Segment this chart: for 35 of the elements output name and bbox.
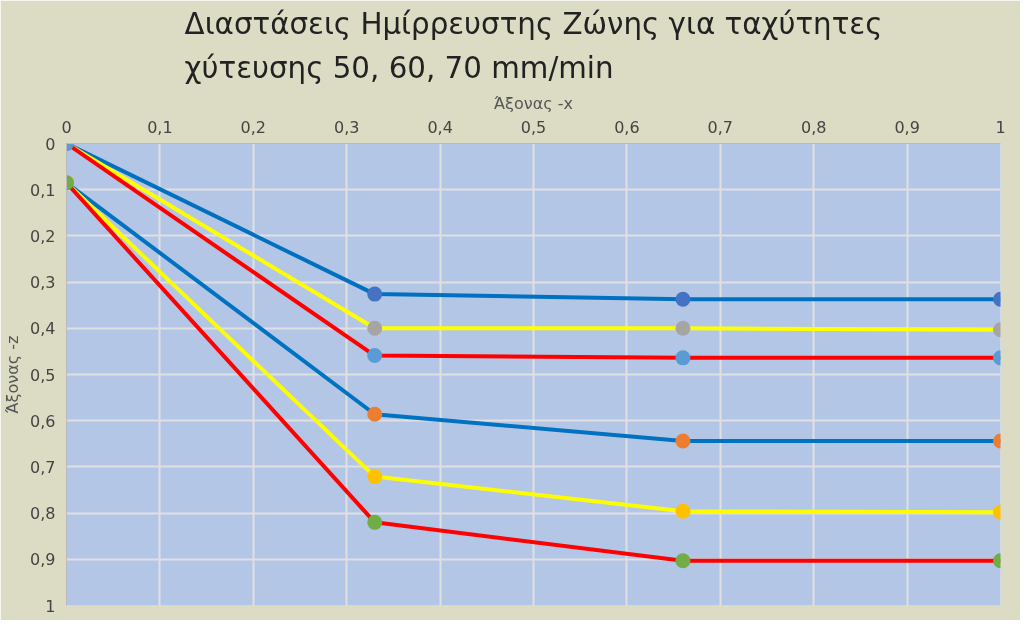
- x-tick-label: 0,5: [520, 117, 547, 137]
- point: [675, 503, 691, 519]
- point: [367, 348, 383, 364]
- y-tick-label: 0,3: [30, 273, 56, 293]
- x-tick-label: 0,8: [800, 117, 827, 137]
- y-tick-label: 0,5: [30, 365, 56, 385]
- point: [675, 553, 691, 569]
- point: [675, 320, 691, 336]
- point: [367, 514, 383, 530]
- point: [675, 350, 691, 366]
- x-axis-title: Άξονας -x: [494, 93, 573, 113]
- chart-title: Διαστάσεις Ημίρρευστης Ζώνης για ταχύτητες χύτευσης 50, 60, 70 mm/min: [184, 7, 883, 86]
- y-tick-label: 0,6: [30, 411, 56, 431]
- y-tick-label: 0,2: [30, 226, 56, 246]
- y-tick-label: 0,4: [30, 319, 56, 339]
- y-tick-label: 0,1: [30, 180, 56, 200]
- y-tick-label: 0,9: [30, 550, 56, 570]
- point: [367, 469, 383, 485]
- x-tick-label: 0,3: [333, 117, 360, 137]
- x-tick-label: 1: [995, 117, 1006, 137]
- y-axis-title: Άξονας -z: [3, 335, 23, 414]
- x-tick-label: 0,7: [707, 117, 734, 137]
- x-tick-label: 0,2: [240, 117, 267, 137]
- y-tick-label: 0: [45, 134, 56, 154]
- x-tick-label: 0,6: [614, 117, 640, 137]
- x-tick-label: 0,1: [147, 117, 173, 137]
- point: [675, 291, 691, 307]
- y-tick-label: 0,7: [30, 457, 56, 477]
- point: [367, 320, 383, 336]
- x-tick-label: 0: [61, 117, 72, 137]
- y-tick-label: 0,8: [30, 504, 56, 524]
- x-tick-label: 0,4: [427, 117, 453, 137]
- point: [367, 286, 383, 302]
- x-tick-label: 0,9: [894, 117, 920, 137]
- y-tick-label: 1: [45, 596, 56, 616]
